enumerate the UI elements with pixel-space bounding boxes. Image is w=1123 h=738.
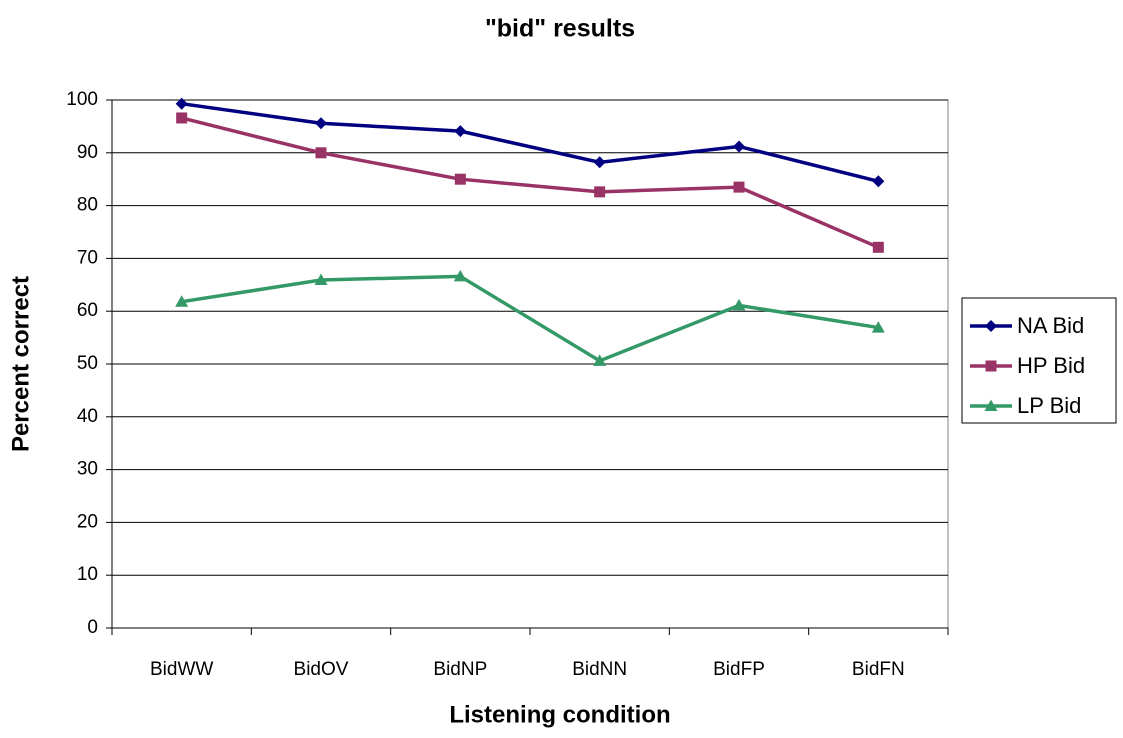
x-tick-label: BidNP (433, 659, 487, 680)
y-tick-label: 20 (77, 511, 98, 532)
data-point (314, 273, 328, 286)
legend-label: HP Bid (1017, 353, 1085, 378)
legend-marker (984, 399, 998, 411)
x-axis-title: Listening condition (449, 701, 670, 728)
legend-marker (985, 360, 997, 372)
data-point (453, 269, 467, 282)
data-point (176, 112, 188, 124)
legend-marker (985, 320, 997, 332)
x-tick-label: BidWW (150, 659, 213, 680)
data-point (732, 298, 746, 311)
data-point (315, 147, 327, 159)
y-axis-title: Percent correct (7, 276, 34, 452)
legend-label: LP Bid (1017, 393, 1081, 418)
y-tick-label: 40 (77, 406, 98, 427)
data-point (175, 97, 188, 110)
data-point (315, 117, 327, 130)
y-tick-label: 30 (77, 459, 98, 480)
x-tick-label: BidNN (572, 659, 627, 680)
data-point (454, 125, 467, 138)
data-point (175, 295, 189, 307)
y-tick-label: 0 (87, 617, 98, 638)
data-point (872, 175, 885, 188)
data-point (733, 181, 745, 193)
y-tick-label: 80 (77, 195, 98, 216)
x-tick-label: BidOV (294, 659, 349, 680)
y-tick-label: 60 (77, 300, 98, 321)
data-point (454, 173, 466, 185)
data-point (593, 156, 606, 169)
x-tick-label: BidFP (713, 659, 765, 680)
x-tick-label: BidFN (852, 659, 905, 680)
series-line (181, 274, 879, 363)
data-point (871, 321, 885, 333)
series-line (181, 116, 880, 249)
y-tick-label: 70 (77, 247, 98, 268)
legend-label: NA Bid (1017, 313, 1084, 338)
data-point (872, 241, 884, 253)
chart-title: "bid" results (485, 15, 635, 43)
data-point (594, 186, 606, 198)
y-tick-label: 50 (77, 353, 98, 374)
data-point (593, 354, 607, 366)
data-point (733, 140, 745, 153)
y-tick-label: 100 (66, 89, 98, 110)
y-tick-label: 10 (77, 564, 98, 585)
series-line (181, 101, 879, 184)
y-tick-label: 90 (77, 142, 98, 163)
